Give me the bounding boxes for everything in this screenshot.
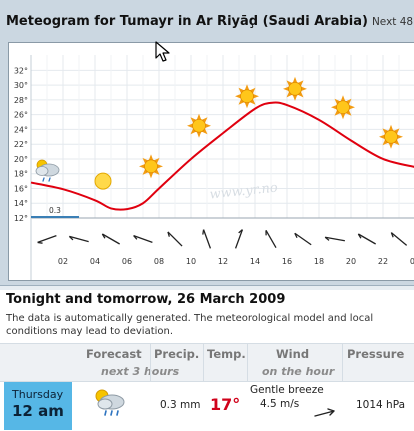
- x-tick-label: 18: [314, 257, 324, 266]
- sun-icon: [187, 114, 211, 138]
- day-time-cell: Thursday 12 am: [4, 382, 72, 430]
- wind-arrow-icon: [168, 232, 182, 246]
- wind-arrow-icon: [312, 404, 338, 420]
- sun-haze-icon: [95, 173, 111, 189]
- x-tick-label: 08: [154, 257, 164, 266]
- precipitation-bar: [31, 216, 79, 218]
- x-tick-label: 16: [282, 257, 292, 266]
- col-wind-sub: on the hour: [262, 365, 334, 378]
- meteogram-title: Meteogram for Tumayr in Ar Riyāḑ (Saudi …: [6, 14, 414, 29]
- col-forecast-sub: next 3 hours: [101, 365, 179, 378]
- wind-arrow-icon: [134, 236, 153, 243]
- x-tick-label: 14: [250, 257, 260, 266]
- forecast-table-header: Forecast next 3 hours Precip. Temp. Wind…: [0, 343, 414, 381]
- mouse-cursor-icon: [154, 40, 174, 64]
- wind-arrow-icon: [266, 230, 276, 247]
- wind-arrow-icon: [325, 237, 345, 240]
- sun-icon: [139, 154, 163, 178]
- x-tick-label: 22: [378, 257, 388, 266]
- row-temperature: 17°: [210, 395, 240, 414]
- x-tick-label: 12: [218, 257, 228, 266]
- meteogram-title-text: Meteogram for Tumayr in Ar Riyāḑ (Saudi …: [6, 14, 368, 29]
- wind-arrow-icon: [295, 233, 311, 244]
- wind-arrow-icon: [69, 236, 88, 241]
- y-tick-label: 28°: [14, 96, 28, 105]
- meteogram-chart: 12° 14° 16° 18° 20° 22° 24° 26° 28° 30° 32° www.yr.…: [9, 43, 414, 280]
- watermark-text: www.yr.no: [209, 180, 279, 202]
- wind-arrow-icon: [203, 230, 211, 249]
- col-precip: Precip.: [154, 347, 199, 361]
- col-pressure: Pressure: [347, 347, 404, 361]
- wind-arrow-icon: [236, 230, 243, 249]
- x-tick-label: 06: [122, 257, 132, 266]
- wind-arrow-icon: [391, 233, 406, 246]
- col-wind: Wind: [276, 347, 309, 361]
- meteogram-graph: 12° 14° 16° 18° 20° 22° 24° 26° 28° 30° 32° www.yr.…: [8, 42, 414, 281]
- x-tick-label: 20: [346, 257, 356, 266]
- section-divider: [0, 286, 414, 290]
- y-tick-label: 32°: [14, 66, 28, 75]
- x-tick-label: 00: [410, 257, 414, 266]
- y-tick-label: 18°: [14, 170, 28, 179]
- sun-icon: [283, 77, 307, 101]
- y-tick-label: 30°: [14, 81, 28, 90]
- meteogram-subtitle: Next 48 ho: [372, 16, 414, 28]
- y-tick-label: 12°: [14, 214, 28, 223]
- y-tick-label: 14°: [14, 199, 28, 208]
- col-temp: Temp.: [207, 347, 246, 361]
- row-wind-desc: Gentle breeze: [250, 384, 324, 396]
- wind-arrow-icon: [38, 236, 57, 244]
- partly-cloudy-rain-icon: [92, 386, 128, 420]
- y-tick-label: 22°: [14, 140, 28, 149]
- row-day: Thursday: [12, 388, 63, 401]
- data-notice: The data is automatically generated. The…: [6, 312, 410, 338]
- row-pressure: 1014 hPa: [356, 399, 405, 411]
- y-tick-label: 16°: [14, 184, 28, 193]
- forecast-section-title: Tonight and tomorrow, 26 March 2009: [6, 292, 285, 307]
- row-precip: 0.3 mm: [160, 399, 201, 411]
- precipitation-label: 0.3: [49, 206, 61, 215]
- sun-icon: [379, 125, 403, 149]
- sun-icon: [331, 95, 355, 119]
- wind-arrow-icon: [358, 234, 375, 244]
- row-wind-speed: 4.5 m/s: [260, 398, 299, 410]
- meteogram-panel: Meteogram for Tumayr in Ar Riyāḑ (Saudi …: [0, 0, 414, 286]
- sun-icon: [235, 84, 259, 108]
- x-tick-label: 10: [186, 257, 196, 266]
- row-time: 12 am: [12, 402, 64, 420]
- y-tick-label: 20°: [14, 155, 28, 164]
- col-forecast: Forecast: [86, 347, 142, 361]
- x-tick-label: 02: [58, 257, 68, 266]
- y-tick-label: 26°: [14, 111, 28, 120]
- x-tick-label: 04: [90, 257, 100, 266]
- wind-arrow-icon: [102, 234, 119, 244]
- y-tick-label: 24°: [14, 125, 28, 134]
